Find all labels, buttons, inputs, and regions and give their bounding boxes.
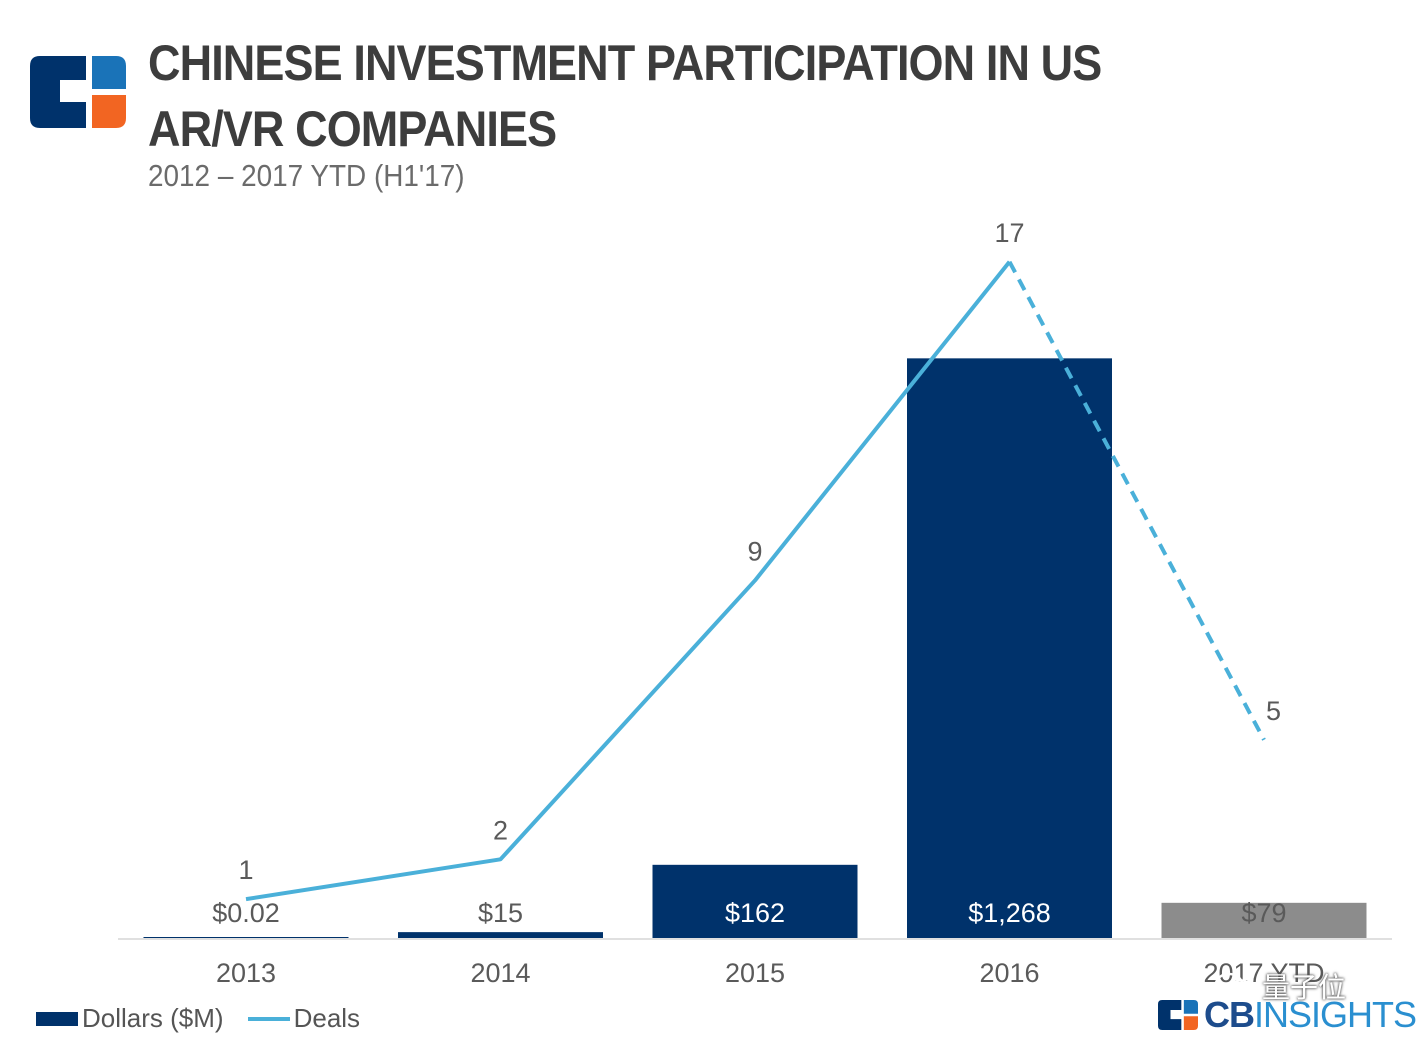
chart-subtitle: 2012 – 2017 YTD (H1'17) <box>148 158 465 193</box>
cb-insights-logo-icon <box>30 56 126 128</box>
deals-line <box>245 260 1012 902</box>
deals-line-dashed-segment <box>1007 260 1266 741</box>
x-tick-label: 2016 <box>979 958 1039 988</box>
chart-title: CHINESE INVESTMENT PARTICIPATION IN US A… <box>148 30 1210 162</box>
legend: Dollars ($M) Deals <box>36 1003 384 1034</box>
bar-value-label: $1,268 <box>968 898 1051 928</box>
legend-item-deals: Deals <box>247 1003 361 1034</box>
chart-canvas: $0.02 $15 $162 $1,268 $79 2013 2014 2015 2016 201… <box>118 218 1392 988</box>
cb-insights-small-logo-icon <box>1158 1000 1198 1030</box>
bar-value-label: $162 <box>725 898 785 928</box>
bar-value-label: $79 <box>1241 898 1286 928</box>
deal-count-label: 5 <box>1266 696 1281 726</box>
legend-label-deals: Deals <box>293 1003 361 1033</box>
brand-cb: CB <box>1204 994 1255 1035</box>
bars-layer <box>143 358 1367 939</box>
deal-count-label: 1 <box>238 855 253 885</box>
cb-insights-wordmark: CBINSIGHTS <box>1204 994 1417 1036</box>
bar-2016 <box>907 358 1112 939</box>
deal-count-label: 17 <box>994 218 1024 248</box>
x-tick-label: 2013 <box>216 958 276 988</box>
bar-value-label: $15 <box>478 898 523 928</box>
deals-line-layer <box>245 260 1266 902</box>
cb-insights-brand: CBINSIGHTS <box>1158 994 1417 1036</box>
legend-swatch-dollars <box>36 1011 78 1026</box>
bar-value-label: $0.02 <box>212 898 280 928</box>
deal-count-label: 9 <box>747 536 762 566</box>
deal-count-label: 2 <box>493 815 508 845</box>
legend-swatch-deals <box>247 1016 290 1021</box>
labels-layer: $0.02 $15 $162 $1,268 $79 2013 2014 2015 2016 201… <box>212 218 1324 988</box>
bar-2017-ytd <box>1161 902 1367 939</box>
watermark-text: 量子位 <box>1262 972 1347 1003</box>
x-tick-label: 2015 <box>725 958 785 988</box>
legend-label-dollars: Dollars ($M) <box>82 1003 224 1033</box>
wechat-icon <box>1214 972 1254 999</box>
x-tick-label: 2014 <box>470 958 530 988</box>
bar-2015 <box>652 864 858 939</box>
chart-title-line2: AR/VR COMPANIES <box>148 101 557 157</box>
watermark: 量子位 <box>1214 966 1346 1006</box>
bar-2014 <box>398 932 603 939</box>
legend-item-dollars: Dollars ($M) <box>36 1003 224 1034</box>
brand-insights: INSIGHTS <box>1254 994 1417 1035</box>
chart-title-line1: CHINESE INVESTMENT PARTICIPATION IN US <box>148 35 1102 91</box>
x-tick-label: 2017 YTD <box>1203 958 1324 988</box>
